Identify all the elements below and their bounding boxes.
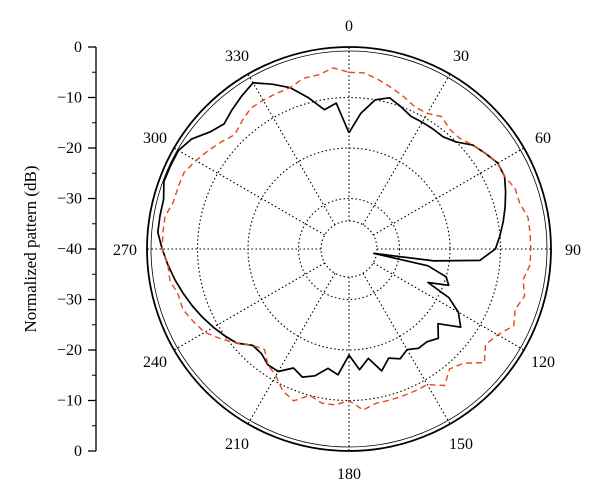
angle-tick-label: 180 [337, 466, 361, 483]
radial-tick-label: 0 [74, 39, 82, 56]
radial-tick-label: 0 [74, 443, 82, 460]
grid-ring [247, 147, 451, 351]
angle-tick-label: 330 [225, 48, 249, 65]
grid-spoke [362, 73, 451, 226]
grid-spoke [372, 147, 525, 236]
grid-spoke [247, 272, 336, 425]
series-dashed-line [161, 67, 532, 411]
grid-spoke [173, 147, 326, 236]
radial-tick-label: −10 [57, 393, 82, 410]
angle-tick-label: 30 [453, 48, 469, 65]
series-solid-line [156, 81, 507, 378]
radial-tick-label: −20 [57, 140, 82, 157]
angle-tick-label: 0 [345, 18, 353, 35]
y-axis-label: Normalized pattern (dB) [21, 165, 40, 332]
grid-spoke [173, 262, 326, 351]
grid-ring [297, 197, 401, 301]
angle-labels: 0 30 60 90 120 150 180 210 240 270 300 330 [113, 18, 581, 483]
radial-tick-label: −40 [57, 241, 82, 258]
radial-tick-label: −10 [57, 90, 82, 107]
outer-ring-inner [150, 50, 548, 448]
grid-spoke [372, 262, 525, 351]
angle-tick-label: 120 [531, 354, 555, 371]
grid-spoke [247, 73, 336, 226]
angle-tick-label: 300 [143, 130, 167, 147]
grid-ring-center [320, 220, 378, 278]
radial-tick-label: −30 [57, 292, 82, 309]
grid-spoke [362, 272, 451, 425]
radial-tick-label: −20 [57, 342, 82, 359]
polar-grid [146, 46, 552, 452]
outer-ring [146, 46, 552, 452]
grid-ring [196, 96, 502, 402]
radial-axis: 0 −10 −20 −30 −40 −30 −20 −10 0 [57, 39, 97, 460]
series-layer [156, 67, 532, 411]
angle-tick-label: 150 [449, 436, 473, 453]
radial-tick-label: −30 [57, 191, 82, 208]
angle-tick-label: 240 [143, 354, 167, 371]
angle-tick-label: 90 [565, 242, 581, 259]
angle-tick-label: 270 [113, 242, 137, 259]
angle-tick-label: 60 [535, 130, 551, 147]
angle-tick-label: 210 [225, 436, 249, 453]
